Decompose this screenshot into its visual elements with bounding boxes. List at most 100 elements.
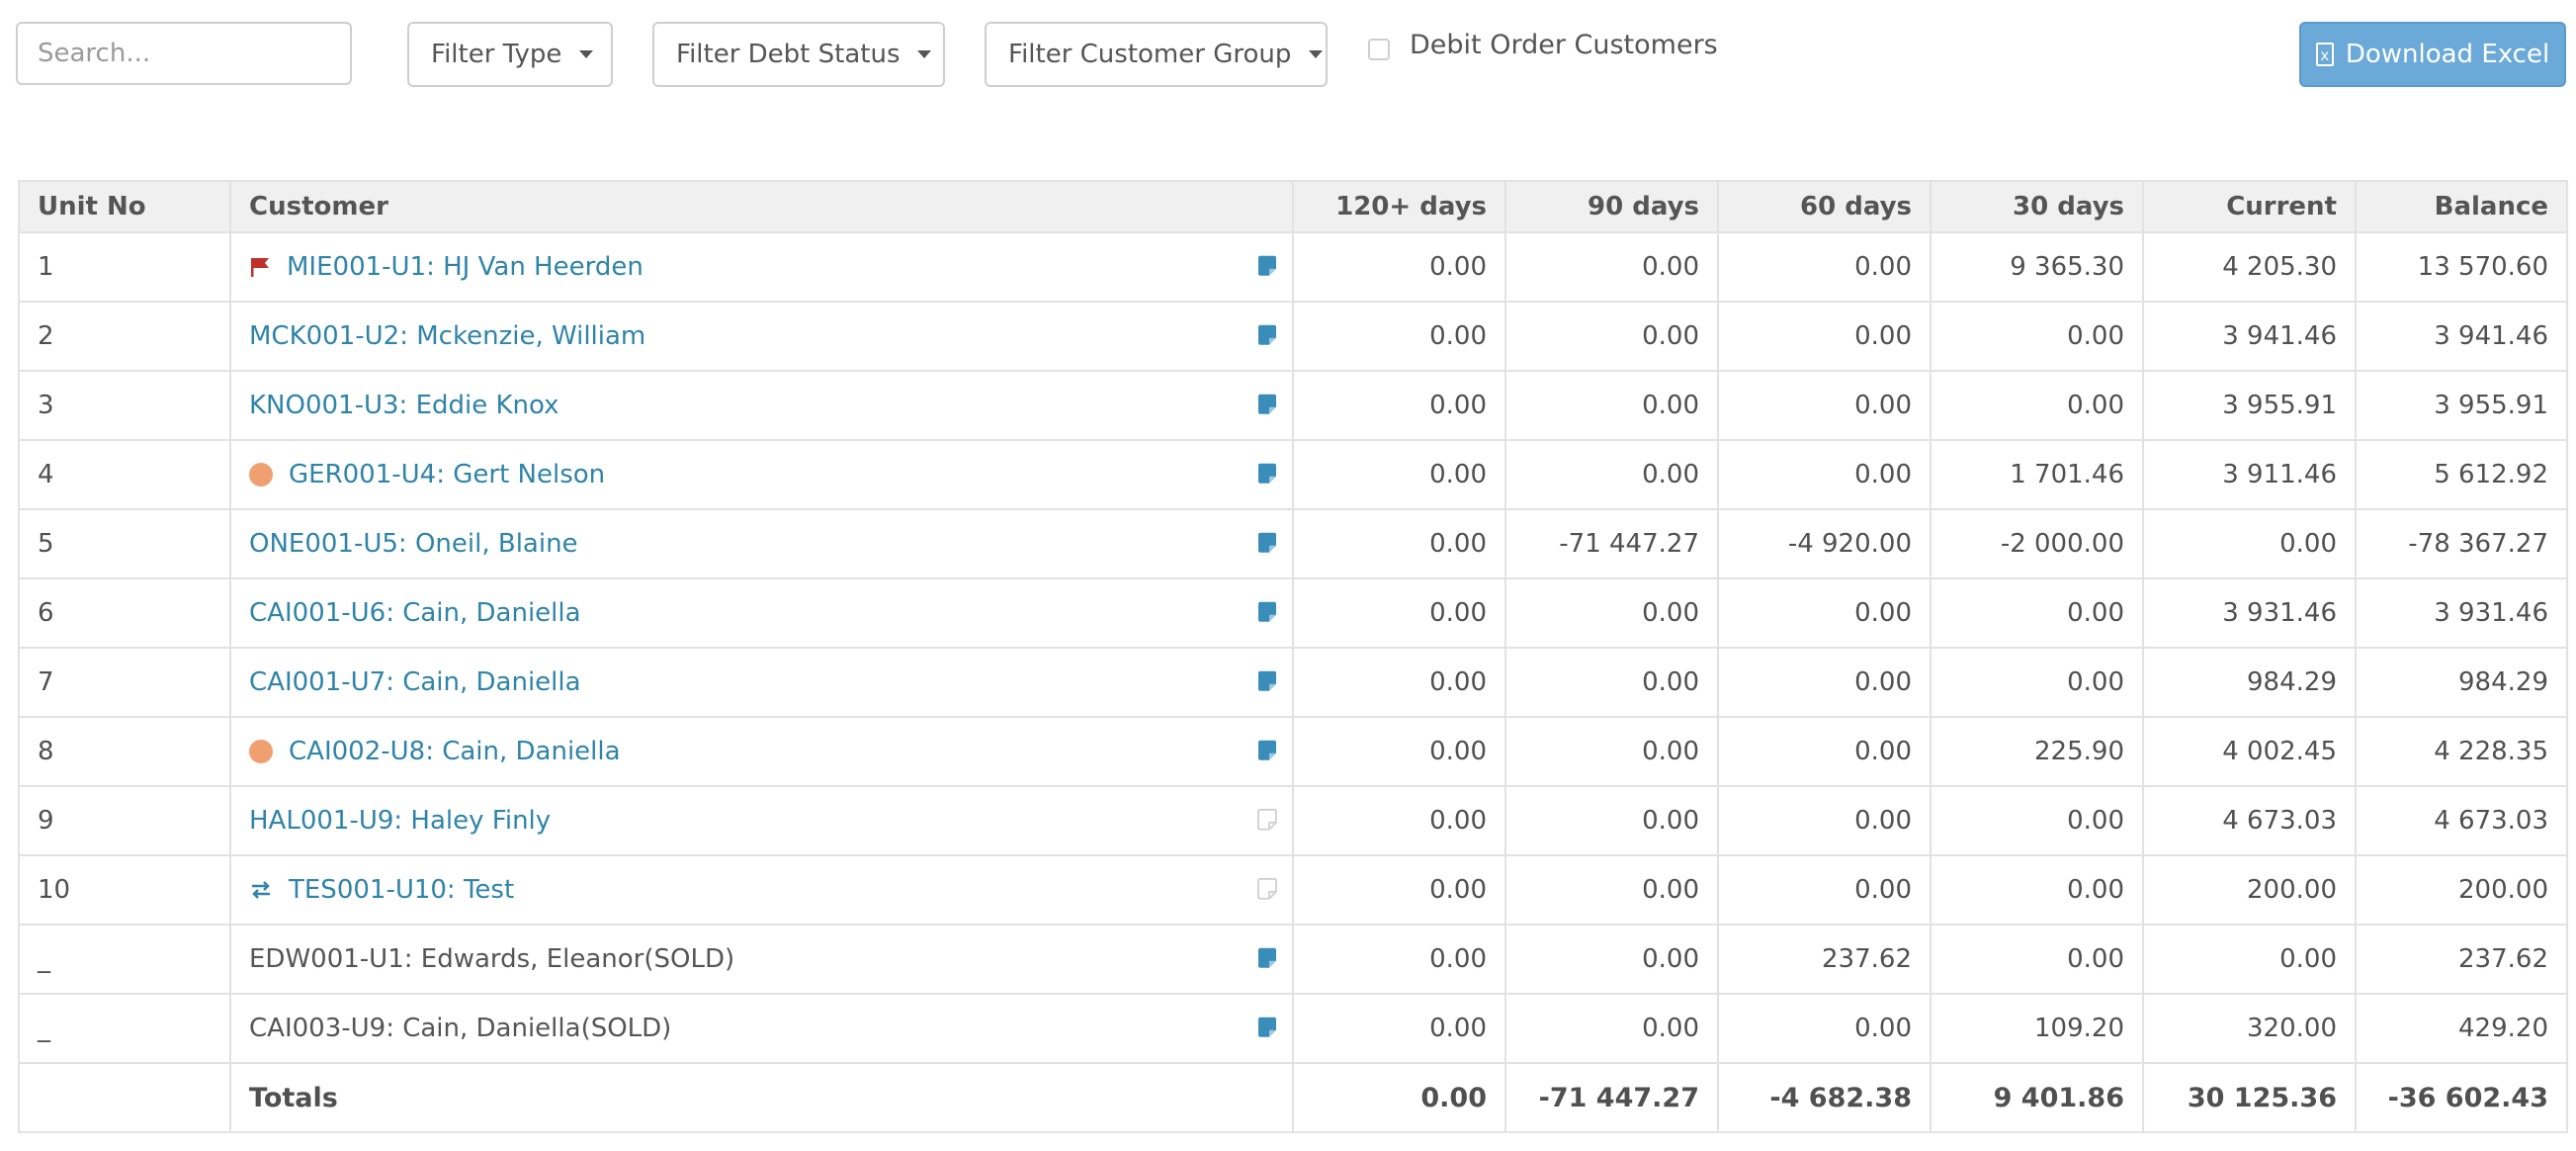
table-row: 5 ONE001-U5: Oneil, Blaine 0.00 -71 447.27-…: [18, 508, 2568, 579]
customer-link[interactable]: CAI002-U8: Cain, Daniella: [289, 737, 621, 766]
toolbar: Filter Type Filter Debt Status Filter Cu…: [0, 0, 2576, 109]
balance-cell: 429.20: [2355, 993, 2568, 1064]
customer-link[interactable]: ONE001-U5: Oneil, Blaine: [249, 529, 578, 559]
note-empty-icon[interactable]: [1256, 808, 1278, 831]
60-days-cell: 0.00: [1717, 301, 1932, 372]
customer-link[interactable]: MCK001-U2: Mckenzie, William: [249, 321, 646, 351]
customer-cell: GER001-U4: Gert Nelson: [229, 439, 1294, 510]
30-days-cell: 9 365.30: [1930, 231, 2144, 303]
dot-icon: [249, 463, 273, 487]
balance-cell: 3 931.46: [2355, 577, 2568, 649]
customer-cell: ONE001-U5: Oneil, Blaine: [229, 508, 1294, 579]
unit-no-cell: 4: [18, 439, 231, 510]
90-days-cell: 0.00: [1504, 924, 1719, 995]
note-filled-icon[interactable]: [1256, 669, 1278, 691]
balance-cell: 3 955.91: [2355, 370, 2568, 441]
excel-file-icon: x: [2315, 43, 2334, 66]
note-filled-icon[interactable]: [1256, 254, 1278, 276]
30-days-cell: 0.00: [1930, 301, 2144, 372]
60-days-cell: 0.00: [1717, 854, 1932, 926]
note-filled-icon[interactable]: [1256, 531, 1278, 553]
header-120-days[interactable]: 120+ days: [1292, 180, 1506, 233]
customer-link[interactable]: MIE001-U1: HJ Van Heerden: [287, 252, 644, 282]
120-days-cell: 0.00: [1292, 854, 1506, 926]
filter-type-dropdown[interactable]: Filter Type: [407, 22, 613, 87]
table-row: 9 HAL001-U9: Haley Finly 0.00 0.00 0.00 0.00 4…: [18, 785, 2568, 856]
current-cell: 320.00: [2142, 993, 2357, 1064]
transfer-icon: [249, 879, 273, 901]
customer-cell: KNO001-U3: Eddie Knox: [229, 370, 1294, 441]
note-filled-icon[interactable]: [1256, 393, 1278, 414]
download-excel-button[interactable]: x Download Excel: [2299, 22, 2566, 87]
60-days-cell: 0.00: [1717, 785, 1932, 856]
note-filled-icon[interactable]: [1256, 946, 1278, 968]
customer-cell: CAI002-U8: Cain, Daniella: [229, 716, 1294, 787]
filter-debt-status-label: Filter Debt Status: [676, 40, 901, 69]
table-header-row: Unit No Customer 120+ days 90 days 60 da…: [18, 180, 2568, 233]
unit-no-cell: 5: [18, 508, 231, 579]
note-empty-icon[interactable]: [1256, 877, 1278, 900]
unit-no-cell: 3: [18, 370, 231, 441]
filter-debt-status-dropdown[interactable]: Filter Debt Status: [652, 22, 945, 87]
current-cell: 4 002.45: [2142, 716, 2357, 787]
note-filled-icon[interactable]: [1256, 1016, 1278, 1037]
customer-link[interactable]: HAL001-U9: Haley Finly: [249, 806, 552, 836]
download-excel-label: Download Excel: [2345, 40, 2550, 69]
header-90-days[interactable]: 90 days: [1504, 180, 1719, 233]
120-days-cell: 0.00: [1292, 647, 1506, 718]
120-days-cell: 0.00: [1292, 577, 1506, 649]
current-cell: 3 955.91: [2142, 370, 2357, 441]
unit-no-cell: 10: [18, 854, 231, 926]
note-filled-icon[interactable]: [1256, 323, 1278, 345]
customer-cell: TES001-U10: Test: [229, 854, 1294, 926]
balance-cell: 13 570.60: [2355, 231, 2568, 303]
customer-name: CAI003-U9: Cain, Daniella(SOLD): [249, 1014, 672, 1043]
header-customer[interactable]: Customer: [229, 180, 1294, 233]
customer-link[interactable]: TES001-U10: Test: [289, 875, 515, 905]
table-row: 6 CAI001-U6: Cain, Daniella 0.00 0.00 0.00 0.…: [18, 577, 2568, 649]
30-days-cell: 0.00: [1930, 370, 2144, 441]
debit-order-checkbox[interactable]: [1368, 38, 1390, 60]
90-days-cell: 0.00: [1504, 647, 1719, 718]
balance-cell: 4 673.03: [2355, 785, 2568, 856]
120-days-cell: 0.00: [1292, 301, 1506, 372]
header-balance[interactable]: Balance: [2355, 180, 2568, 233]
120-days-cell: 0.00: [1292, 508, 1506, 579]
current-cell: 984.29: [2142, 647, 2357, 718]
header-30-days[interactable]: 30 days: [1930, 180, 2144, 233]
customer-link[interactable]: CAI001-U7: Cain, Daniella: [249, 667, 581, 697]
customer-link[interactable]: CAI001-U6: Cain, Daniella: [249, 598, 581, 628]
totals-90-days: -71 447.27: [1504, 1062, 1719, 1133]
customer-cell: MIE001-U1: HJ Van Heerden: [229, 231, 1294, 303]
unit-no-cell: 1: [18, 231, 231, 303]
filter-customer-group-dropdown[interactable]: Filter Customer Group: [985, 22, 1328, 87]
90-days-cell: 0.00: [1504, 301, 1719, 372]
30-days-cell: 1 701.46: [1930, 439, 2144, 510]
header-60-days[interactable]: 60 days: [1717, 180, 1932, 233]
90-days-cell: 0.00: [1504, 716, 1719, 787]
table-row: _ EDW001-U1: Edwards, Eleanor(SOLD) 0.00 0.…: [18, 924, 2568, 995]
60-days-cell: 0.00: [1717, 439, 1932, 510]
totals-60-days: -4 682.38: [1717, 1062, 1932, 1133]
note-filled-icon[interactable]: [1256, 462, 1278, 484]
60-days-cell: 0.00: [1717, 647, 1932, 718]
unit-no-cell: 9: [18, 785, 231, 856]
30-days-cell: 0.00: [1930, 854, 2144, 926]
balance-cell: 5 612.92: [2355, 439, 2568, 510]
filter-type-label: Filter Type: [431, 40, 562, 69]
totals-current: 30 125.36: [2142, 1062, 2357, 1133]
totals-120-days: 0.00: [1292, 1062, 1506, 1133]
header-current[interactable]: Current: [2142, 180, 2357, 233]
90-days-cell: 0.00: [1504, 439, 1719, 510]
table-row: 10 TES001-U10: Test 0.00 0.00 0.00 0.00 200.00…: [18, 854, 2568, 926]
note-filled-icon[interactable]: [1256, 600, 1278, 622]
header-unit-no[interactable]: Unit No: [18, 180, 231, 233]
search-input[interactable]: [16, 22, 352, 85]
customer-link[interactable]: GER001-U4: Gert Nelson: [289, 460, 606, 489]
customer-link[interactable]: KNO001-U3: Eddie Knox: [249, 391, 559, 420]
note-filled-icon[interactable]: [1256, 739, 1278, 760]
debit-order-filter: Debit Order Customers: [1368, 30, 1718, 60]
caret-down-icon: [1309, 50, 1324, 58]
caret-down-icon: [917, 50, 932, 58]
30-days-cell: 0.00: [1930, 924, 2144, 995]
